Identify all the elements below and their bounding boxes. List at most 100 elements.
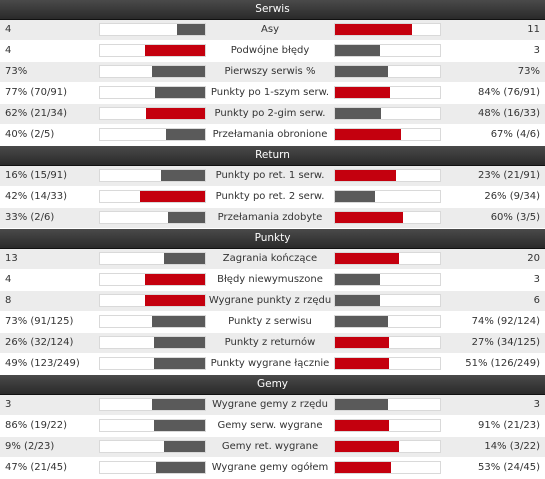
left-bar-track (99, 190, 206, 203)
right-bar-track (334, 128, 441, 141)
right-player-value: 6 (533, 295, 540, 306)
right-bar-fill (335, 441, 399, 452)
stat-label: Błędy niewymuszone (217, 274, 323, 285)
left-bar-fill (145, 45, 205, 56)
right-bar-track (334, 23, 441, 36)
right-player-value: 74% (92/124) (471, 316, 540, 327)
left-player-value: 4 (5, 24, 12, 35)
right-bar-track (334, 294, 441, 307)
left-bar-fill (177, 24, 205, 35)
left-player-value: 73% (5, 66, 28, 77)
left-player-value: 49% (123/249) (5, 358, 80, 369)
left-bar-fill (166, 129, 205, 140)
right-bar-fill (335, 274, 380, 285)
right-player-value: 91% (21/23) (477, 420, 540, 431)
left-player-value: 8 (5, 295, 12, 306)
stat-row: 33% (2/6) Przełamania zdobyte 60% (3/5) (0, 208, 545, 229)
section-header-serwis: Serwis (0, 0, 545, 20)
right-bar-fill (335, 337, 389, 348)
stat-label: Gemy ret. wygrane (221, 441, 319, 452)
left-player-value: 62% (21/34) (5, 108, 68, 119)
right-bar-track (334, 273, 441, 286)
right-bar-track (334, 419, 441, 432)
right-bar-fill (335, 170, 396, 181)
left-bar-track (99, 107, 206, 120)
right-player-value: 26% (9/34) (484, 191, 540, 202)
left-bar-fill (155, 87, 205, 98)
left-bar-track (99, 169, 206, 182)
stat-row: 62% (21/34) Punkty po 2-gim serw. 48% (16/… (0, 104, 545, 125)
left-bar-track (99, 65, 206, 78)
left-bar-fill (152, 316, 205, 327)
right-bar-track (334, 211, 441, 224)
left-bar-fill (154, 337, 205, 348)
left-bar-fill (164, 253, 205, 264)
left-bar-fill (161, 170, 205, 181)
stat-row: 49% (123/249) Punkty wygrane łącznie 51% (… (0, 354, 545, 375)
left-bar-track (99, 273, 206, 286)
left-bar-track (99, 23, 206, 36)
stat-label: Przełamania zdobyte (217, 212, 323, 223)
left-bar-track (99, 419, 206, 432)
left-player-value: 26% (32/124) (5, 337, 74, 348)
left-player-value: 16% (15/91) (5, 170, 68, 181)
right-bar-track (334, 398, 441, 411)
stat-row: 77% (70/91) Punkty po 1-szym serw. 84% (76… (0, 83, 545, 104)
left-bar-track (99, 315, 206, 328)
left-bar-track (99, 357, 206, 370)
right-bar-fill (335, 253, 399, 264)
left-bar-track (99, 211, 206, 224)
left-bar-fill (152, 399, 205, 410)
left-bar-track (99, 398, 206, 411)
stat-label: Punkty z serwisu (228, 316, 312, 327)
right-bar-track (334, 440, 441, 453)
left-player-value: 13 (5, 253, 18, 264)
right-bar-fill (335, 316, 388, 327)
left-player-value: 42% (14/33) (5, 191, 68, 202)
left-bar-fill (156, 462, 205, 473)
stat-label: Wygrane punkty z rzędu (208, 295, 332, 306)
right-player-value: 23% (21/91) (477, 170, 540, 181)
stat-label: Punkty z returnów (224, 337, 316, 348)
left-bar-track (99, 44, 206, 57)
right-player-value: 84% (76/91) (477, 87, 540, 98)
right-player-value: 67% (4/6) (490, 129, 540, 140)
left-bar-track (99, 252, 206, 265)
section-header-punkty: Punkty (0, 229, 545, 249)
right-player-value: 20 (527, 253, 540, 264)
stat-label: Pierwszy serwis % (224, 66, 316, 77)
left-bar-fill (145, 295, 205, 306)
right-player-value: 3 (533, 399, 540, 410)
left-player-value: 73% (91/125) (5, 316, 74, 327)
stat-row: 4 Podwójne błędy 3 (0, 41, 545, 62)
right-bar-fill (335, 399, 388, 410)
left-player-value: 4 (5, 274, 12, 285)
right-bar-track (334, 169, 441, 182)
stat-label: Punkty po 2-gim serw. (214, 108, 326, 119)
left-bar-fill (146, 108, 205, 119)
stat-row: 8 Wygrane punkty z rzędu 6 (0, 291, 545, 312)
stat-row: 42% (14/33) Punkty po ret. 2 serw. 26% (9/… (0, 187, 545, 208)
left-bar-track (99, 440, 206, 453)
right-bar-fill (335, 212, 403, 223)
left-player-value: 47% (21/45) (5, 462, 68, 473)
left-bar-track (99, 294, 206, 307)
right-player-value: 14% (3/22) (484, 441, 540, 452)
left-player-value: 77% (70/91) (5, 87, 68, 98)
right-bar-fill (335, 129, 401, 140)
stat-label: Punkty wygrane łącznie (210, 358, 330, 369)
stat-row: 73% (91/125) Punkty z serwisu 74% (92/124) (0, 312, 545, 333)
right-bar-fill (335, 87, 390, 98)
right-bar-fill (335, 358, 389, 369)
stat-row: 73% Pierwszy serwis % 73% (0, 62, 545, 83)
right-player-value: 11 (527, 24, 540, 35)
left-player-value: 40% (2/5) (5, 129, 55, 140)
stat-label: Podwójne błędy (230, 45, 310, 56)
stat-label: Przełamania obronione (212, 129, 328, 140)
right-player-value: 60% (3/5) (490, 212, 540, 223)
stat-row: 86% (19/22) Gemy serw. wygrane 91% (21/23) (0, 416, 545, 437)
section-header-return: Return (0, 146, 545, 166)
stat-row: 3 Wygrane gemy z rzędu 3 (0, 395, 545, 416)
right-bar-fill (335, 66, 388, 77)
